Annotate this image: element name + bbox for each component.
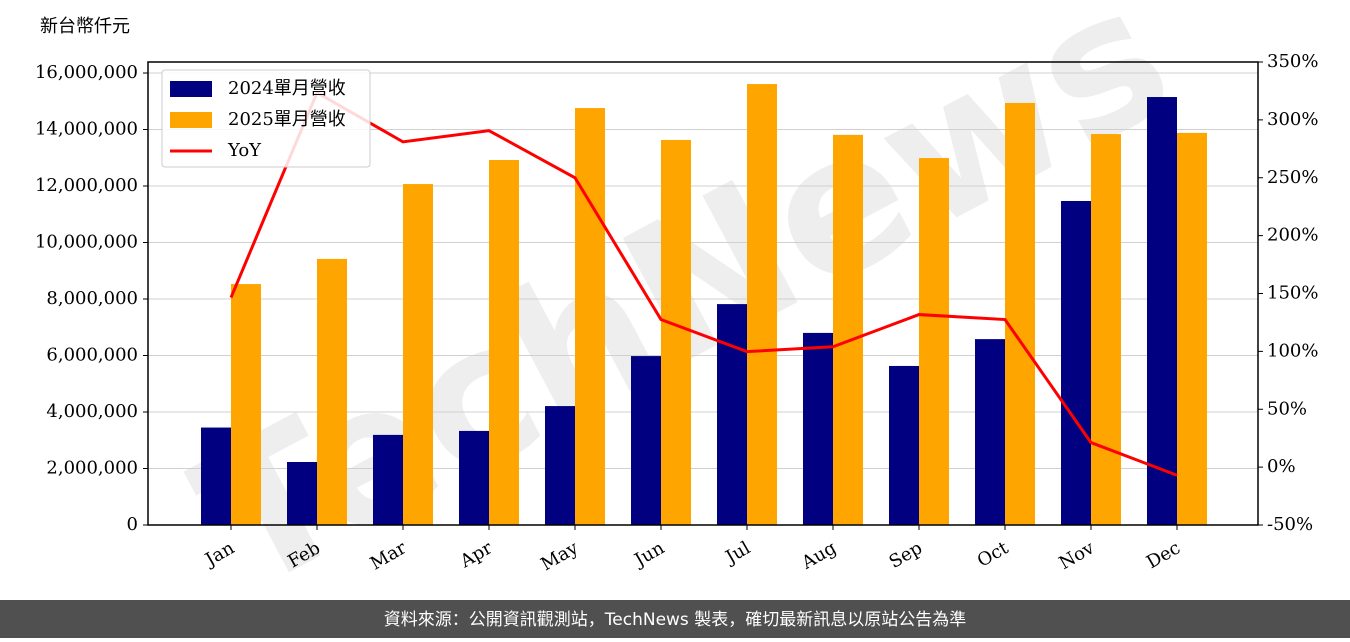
x-tick-label: Dec	[1143, 537, 1184, 573]
bar	[1005, 102, 1035, 526]
bar	[889, 365, 919, 525]
legend-label: 2024單月營收	[228, 78, 346, 99]
y2-tick-label: 150%	[1267, 283, 1318, 304]
y2-tick-label: 0%	[1267, 456, 1296, 477]
y2-tick-label: 200%	[1267, 225, 1318, 246]
x-tick-label: Aug	[797, 537, 840, 574]
bar	[459, 430, 489, 525]
x-tick-label: Nov	[1056, 537, 1099, 574]
bar	[317, 258, 347, 525]
y2-tick-label: 50%	[1267, 398, 1307, 419]
plot-frame	[147, 61, 1259, 526]
y-axis-label: 新台幣仟元	[40, 16, 130, 37]
bar	[545, 406, 575, 525]
footer-source: 資料來源：公開資訊觀測站，TechNews 製表，確切最新訊息以原站公告為準	[384, 610, 966, 630]
footer-bar	[0, 600, 1350, 638]
y-tick-label: 4,000,000	[46, 401, 138, 422]
bar	[1177, 132, 1207, 525]
y2-tick-label: -50%	[1267, 514, 1313, 535]
x-tick-label: Jul	[720, 537, 754, 569]
legend-label: 2025單月營收	[228, 109, 346, 130]
x-tick-label: Oct	[974, 537, 1013, 572]
bar	[1091, 134, 1121, 525]
bar	[661, 139, 691, 526]
legend-box	[161, 69, 371, 168]
y2-tick-label: 100%	[1267, 340, 1318, 361]
legend: 2024單月營收 2025單月營收 YoY	[161, 69, 371, 168]
y-tick-label: 16,000,000	[35, 62, 138, 83]
bar	[975, 339, 1005, 525]
bar	[287, 462, 317, 525]
bar	[1147, 97, 1177, 525]
bar	[631, 356, 661, 525]
y-tick-label: 8,000,000	[46, 288, 138, 309]
bar	[201, 427, 231, 525]
x-tick-label: May	[537, 537, 582, 575]
bar	[833, 134, 863, 525]
bar	[575, 108, 605, 525]
bar	[919, 158, 949, 525]
legend-swatch	[170, 81, 212, 97]
bar	[1061, 200, 1091, 525]
bar	[489, 160, 519, 525]
x-tick-label: Sep	[886, 537, 926, 572]
y-tick-label: 6,000,000	[46, 345, 138, 366]
yoy-line	[229, 90, 1178, 477]
y-tick-label: 12,000,000	[35, 175, 138, 196]
bar	[231, 284, 261, 525]
bar	[747, 84, 777, 525]
y-tick-label: 2,000,000	[46, 458, 138, 479]
y2-tick-label: 250%	[1267, 167, 1318, 188]
legend-label: YoY	[227, 140, 262, 161]
bar	[717, 304, 747, 525]
bar	[403, 184, 433, 525]
legend-swatch	[170, 112, 212, 128]
bar	[803, 332, 833, 525]
bar	[373, 434, 403, 525]
y2-tick-label: 300%	[1267, 109, 1318, 130]
x-tick-label: Apr	[456, 537, 496, 572]
x-tick-label: Jun	[629, 537, 668, 572]
y-tick-label: 0	[127, 514, 138, 535]
y2-tick-label: 350%	[1267, 51, 1318, 72]
y-tick-label: 10,000,000	[35, 232, 138, 253]
y-tick-label: 14,000,000	[35, 119, 138, 140]
